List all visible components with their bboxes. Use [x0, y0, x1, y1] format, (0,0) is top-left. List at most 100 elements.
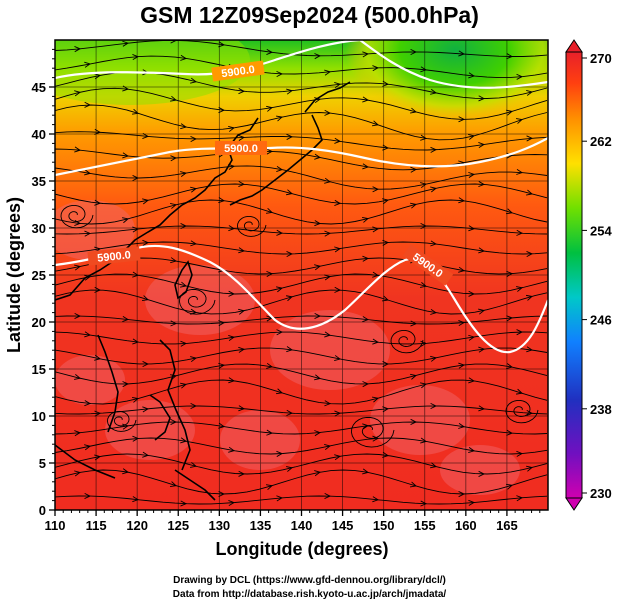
- wind-arrow: [458, 422, 466, 429]
- wind-arrow: [286, 409, 294, 416]
- wind-arrow: [180, 437, 188, 444]
- wind-arrow: [266, 270, 274, 277]
- wind-arrow: [84, 169, 92, 176]
- wind-arrow: [276, 329, 284, 336]
- streamline: [55, 55, 548, 79]
- wind-arrow: [228, 446, 236, 453]
- wind-arrow: [238, 247, 246, 254]
- wind-arrow: [314, 374, 322, 381]
- wind-arrow: [132, 226, 140, 233]
- wind-arrow: [372, 435, 380, 442]
- wind-arrow: [526, 189, 534, 196]
- wind-arrow: [266, 484, 273, 491]
- colorbar-top-arrow: [565, 39, 583, 53]
- wind-arrow: [410, 373, 418, 380]
- wind-arrow: [276, 229, 284, 236]
- wind-arrow: [526, 294, 533, 301]
- wind-arrow: [371, 120, 379, 127]
- wind-arrow: [276, 286, 284, 293]
- wind-arrow: [382, 198, 390, 205]
- x-tick-label: 140: [291, 518, 313, 533]
- wind-arrow: [505, 208, 513, 215]
- y-tick-label: 10: [32, 409, 46, 424]
- wind-arrow: [516, 73, 524, 80]
- wind-arrow: [238, 308, 246, 315]
- wind-arrow: [372, 496, 380, 503]
- x-tick-label: 120: [126, 518, 148, 533]
- wind-arrow: [286, 251, 294, 258]
- wind-arrow: [430, 462, 438, 469]
- wind-arrow: [468, 447, 476, 454]
- wind-arrow: [468, 225, 476, 232]
- wind-arrow: [526, 135, 534, 142]
- wind-arrow: [458, 491, 466, 498]
- wind-arrow: [526, 465, 534, 472]
- streamline: [55, 225, 548, 235]
- wind-arrow: [122, 468, 130, 475]
- warm-patch: [370, 385, 470, 455]
- warm-patch: [270, 310, 390, 390]
- wind-arrow: [132, 175, 140, 182]
- wind-arrow: [190, 462, 198, 468]
- contour-label-2: 5900.0: [97, 249, 132, 264]
- contour-label-0: 5900.0: [221, 64, 256, 81]
- wind-arrow: [84, 331, 92, 338]
- colorbar-tick-label: 270: [590, 51, 612, 66]
- streamline: [55, 379, 548, 405]
- wind-arrow: [228, 377, 236, 384]
- wind-arrow: [506, 270, 514, 277]
- wind-arrow: [170, 374, 178, 381]
- x-tick-label: 150: [373, 518, 395, 533]
- wind-arrow: [74, 146, 82, 153]
- streamline: [55, 165, 548, 190]
- wind-arrow: [94, 128, 102, 135]
- wind-arrow: [286, 466, 294, 472]
- y-tick-label: 5: [39, 456, 46, 471]
- wind-arrow: [334, 355, 342, 361]
- wind-arrow: [122, 40, 130, 47]
- wind-arrow: [516, 286, 524, 292]
- wind-arrow: [334, 82, 342, 88]
- wind-arrow: [142, 132, 150, 139]
- wind-arrow: [516, 118, 523, 124]
- wind-arrow: [372, 186, 380, 193]
- wind-arrow: [516, 229, 524, 236]
- wind-arrow: [458, 197, 466, 204]
- wind-arrow: [516, 450, 524, 457]
- wind-arrow: [276, 450, 284, 457]
- wind-arrow: [334, 410, 342, 417]
- wind-arrow: [314, 430, 322, 437]
- wind-arrow: [218, 362, 226, 369]
- wind-arrow: [430, 186, 438, 193]
- wind-arrow: [382, 144, 390, 151]
- colorbar-bottom-arrow: [565, 497, 583, 511]
- wind-arrow: [526, 89, 534, 96]
- wind-arrow: [84, 230, 92, 237]
- contour-label-1: 5900.0: [224, 143, 258, 155]
- wind-arrow: [515, 388, 523, 395]
- warm-patch: [145, 265, 255, 335]
- wind-arrow: [420, 134, 428, 141]
- x-axis: 110 115 120 125 130 135 140 145 150 155 160 165: [45, 510, 541, 533]
- wind-arrow: [190, 356, 198, 363]
- wind-arrow: [170, 320, 178, 327]
- wind-arrow: [275, 388, 283, 395]
- x-tick-label: 125: [167, 518, 189, 533]
- wind-arrow: [94, 73, 102, 80]
- wind-arrow: [516, 168, 524, 175]
- wind-arrow: [170, 481, 177, 488]
- wind-arrow: [324, 331, 332, 338]
- wind-arrow: [314, 53, 322, 60]
- wind-arrow: [170, 155, 178, 162]
- wind-arrow: [170, 95, 178, 102]
- wind-arrow: [362, 316, 370, 323]
- credit-drawing: Drawing by DCL (https://www.gfd-dennou.o…: [173, 575, 446, 586]
- wind-arrow: [372, 396, 379, 403]
- wind-arrow: [372, 65, 380, 72]
- wind-arrow: [420, 382, 428, 389]
- wind-arrow: [526, 346, 534, 353]
- wind-arrow: [324, 69, 332, 76]
- wind-arrow: [84, 400, 92, 407]
- wind-arrow: [266, 48, 274, 56]
